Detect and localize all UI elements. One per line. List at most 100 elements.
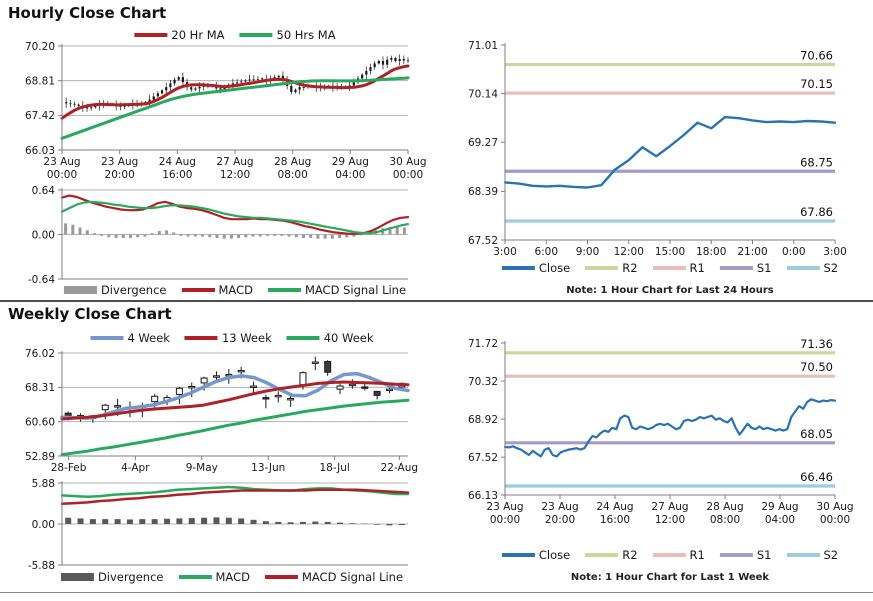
legend-line-swatch [652,266,686,270]
hourly-ma-legend: 20 Hr MA 50 Hrs MA [134,28,336,42]
legend-item: S1 [719,261,772,275]
legend-label: R2 [622,548,638,562]
x-tick-label: 28-Feb [51,462,87,474]
x-tick-label: 23 Aug [486,501,523,513]
x-tick-label: 27 Aug [216,156,253,168]
legend-label: 50 Hrs MA [276,28,336,42]
y-tick-label: 67.42 [25,110,55,122]
x-tick-label: 28 Aug [706,501,743,513]
x-tick-label: 3:00 [823,246,847,258]
y-tick-label: 68.92 [468,414,498,426]
pivot-level-label: 70.15 [800,77,833,91]
x-tick-label: 12:00 [655,514,685,526]
legend-label: Divergence [100,283,167,297]
y-tick-label: -5.88 [28,560,55,572]
candle-body [311,361,319,364]
legend-item: MACD [181,283,253,297]
series-40-week [60,398,410,457]
x-tick-label: 4-Apr [121,462,150,474]
legend-item: MACD Signal Line [267,283,407,297]
x-tick-label: 6:00 [534,246,558,258]
legend-item: S1 [719,548,771,562]
legend-label: MACD Signal Line [304,283,407,297]
x-tick-label: 9-May [186,462,218,474]
y-tick-label: 71.01 [468,40,498,52]
y-tick-label: 69.27 [468,137,498,149]
legend-item: R1 [652,261,705,275]
legend-item: S2 [786,548,838,562]
section-divider [0,300,873,302]
weekly-ma-legend: 4 Week 13 Week 40 Week [90,331,374,345]
candle-body [274,394,282,398]
series-13-week [60,380,410,421]
x-tick-label: 18:00 [696,246,726,258]
legend-item: MACD [178,570,250,584]
x-tick-label: 00:00 [393,169,423,181]
legend-item: MACD Signal Line [264,570,404,584]
legend-line-swatch [501,553,535,557]
legend-item: Divergence [60,570,164,584]
pivot-level-label: 68.05 [800,427,833,441]
pivot-level-label: 70.66 [800,49,833,63]
legend-line-swatch [134,33,168,37]
x-tick-label: 3:00 [493,246,517,258]
weekly-macd-legend: Divergence MACD MACD Signal Line [60,570,404,584]
legend-label: S2 [823,261,839,275]
x-tick-label: 15:00 [655,246,685,258]
x-tick-label: 0:00 [782,246,806,258]
legend-line-swatch [267,288,301,292]
candle-body [385,388,393,392]
x-tick-label: 16:00 [162,169,192,181]
legend-label: S1 [756,261,772,275]
legend-label: MACD Signal Line [301,570,404,584]
x-tick-label: 13-Jun [251,462,285,474]
y-tick-label: 68.81 [25,75,55,87]
x-tick-label: 20:00 [545,514,575,526]
legend-label: MACD [218,283,253,297]
legend-line-swatch [286,336,320,340]
candle-body [188,385,196,389]
y-tick-label: 76.02 [25,348,55,360]
y-tick-label: 0.00 [32,519,55,531]
x-tick-label: 29 Aug [332,156,369,168]
x-tick-label: 12:00 [220,169,250,181]
legend-item: 50 Hrs MA [239,28,336,42]
weekly-pivot-note: Note: 1 Hour Chart for Last 1 Week [570,572,770,583]
candle-body [336,385,344,390]
legend-label: 4 Week [127,331,170,345]
legend-label: Divergence [97,570,164,584]
x-tick-label: 23 Aug [541,501,578,513]
candle-body [348,383,356,387]
series-close [503,398,837,458]
legend-bar-swatch [60,573,94,581]
series-macd-signal-line [60,200,410,235]
x-tick-label: 30 Aug [816,501,853,513]
x-tick-label: 23 Aug [43,156,80,168]
legend-label: 13 Week [221,331,272,345]
x-tick-label: 00:00 [490,514,520,526]
legend-item: 4 Week [90,331,170,345]
y-tick-label: 71.72 [468,338,498,350]
candle-body [324,361,332,373]
legend-bar-swatch [63,286,97,294]
x-tick-label: 27 Aug [651,501,688,513]
legend-line-swatch [719,266,753,270]
candle-body [175,387,183,396]
legend-item: 40 Week [286,331,374,345]
legend-line-swatch [239,33,273,37]
x-tick-label: 18-Jul [319,462,349,474]
legend-label: Close [538,548,571,562]
x-tick-label: 16:00 [600,514,630,526]
candle-body [299,372,307,386]
x-tick-label: 00:00 [47,169,77,181]
legend-item: Close [501,261,570,275]
y-tick-label: 67.52 [468,235,498,247]
legend-line-swatch [178,575,212,579]
legend-label: S2 [823,548,839,562]
candle-body [114,405,122,408]
candle-body [151,395,159,403]
legend-line-swatch [184,336,218,340]
candle-body [237,369,245,373]
candle-body [212,375,220,378]
